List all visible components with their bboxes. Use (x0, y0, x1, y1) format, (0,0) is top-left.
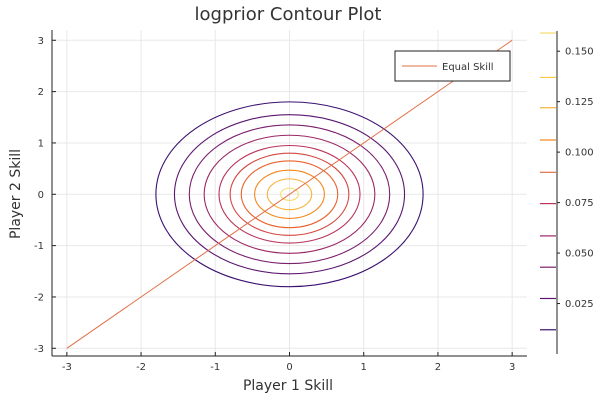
x-tick-label-4: 1 (361, 362, 367, 373)
equal-skill-series (66, 39, 513, 349)
contour-level-0 (155, 101, 424, 288)
y-tick-label-3: 0 (38, 190, 44, 201)
y-tick-label-5: 2 (38, 87, 44, 98)
equal-skill-line (66, 39, 513, 349)
contour-level-8 (266, 178, 313, 211)
y-tick-label-2: -1 (34, 241, 44, 252)
colorbar-tick-label-3: 0.100 (565, 148, 594, 159)
y-tick-label-0: -3 (34, 344, 44, 355)
legend: Equal Skill (394, 50, 511, 82)
x-tick-label-3: 0 (286, 362, 292, 373)
contour-level-3 (203, 134, 376, 254)
contour-level-7 (254, 169, 325, 219)
x-axis-label: Player 1 Skill (243, 378, 333, 394)
colorbar-tick-label-1: 0.050 (565, 249, 594, 260)
y-axis-label: Player 2 Skill (8, 149, 24, 239)
x-tick-label-5: 2 (435, 362, 441, 373)
x-tick-label-1: -2 (136, 362, 146, 373)
x-tick-label-2: -1 (210, 362, 220, 373)
contour-level-6 (240, 160, 339, 229)
x-tick-label-6: 3 (509, 362, 515, 373)
legend-label-equal-skill: Equal Skill (442, 62, 494, 73)
contour-lines (155, 101, 424, 288)
contour-level-4 (218, 144, 361, 244)
ticks: -3 -2 -1 0 1 2 3 -3 -2 -1 0 1 2 3 (34, 36, 515, 373)
grid (52, 30, 527, 356)
x-tick-label-0: -3 (62, 362, 72, 373)
y-tick-label-1: -2 (34, 292, 44, 303)
colorbar-tick-label-0: 0.025 (565, 299, 594, 310)
chart-title: logprior Contour Plot (195, 4, 382, 25)
contour-level-1 (173, 114, 406, 275)
colorbar: 0.025 0.050 0.075 0.100 0.125 0.150 (540, 31, 594, 354)
colorbar-tick-label-4: 0.125 (565, 97, 594, 108)
colorbar-tick-label-5: 0.150 (565, 47, 594, 58)
contour-level-9 (280, 187, 299, 201)
contour-level-2 (188, 124, 391, 265)
y-tick-label-4: 1 (38, 138, 44, 149)
colorbar-tick-label-2: 0.075 (565, 198, 594, 209)
contour-level-5 (229, 152, 350, 236)
y-tick-label-6: 3 (38, 36, 44, 47)
